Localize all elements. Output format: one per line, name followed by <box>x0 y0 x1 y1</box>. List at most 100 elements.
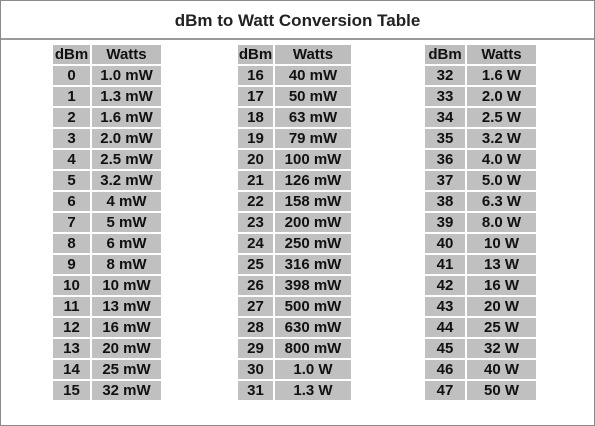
dbm-cell: 2 <box>53 108 90 129</box>
dbm-cell: 4 <box>53 150 90 171</box>
watts-cell: 630 mW <box>275 318 351 339</box>
table-row: 17 50 mW <box>238 87 351 108</box>
table-row: 39 8.0 W <box>425 213 536 234</box>
watts-cell: 1.0 W <box>275 360 351 381</box>
table-row: 12 16 mW <box>53 318 161 339</box>
watts-cell: 16 mW <box>92 318 161 339</box>
dbm-cell: 24 <box>238 234 273 255</box>
watts-cell: 1.3 mW <box>92 87 161 108</box>
watts-cell: 40 W <box>467 360 536 381</box>
table-row: 43 20 W <box>425 297 536 318</box>
watts-cell: 2.0 W <box>467 87 536 108</box>
watts-cell: 20 W <box>467 297 536 318</box>
dbm-cell: 29 <box>238 339 273 360</box>
watts-cell: 100 mW <box>275 150 351 171</box>
table-row: 16 40 mW <box>238 66 351 87</box>
table-row: 1 1.3 mW <box>53 87 161 108</box>
dbm-cell: 35 <box>425 129 465 150</box>
watts-cell: 6.3 W <box>467 192 536 213</box>
dbm-cell: 12 <box>53 318 90 339</box>
dbm-cell: 17 <box>238 87 273 108</box>
watts-cell: 1.6 mW <box>92 108 161 129</box>
watts-cell: 1.3 W <box>275 381 351 402</box>
column-header: Watts <box>92 45 161 66</box>
table-row: 41 13 W <box>425 255 536 276</box>
table-row: 14 25 mW <box>53 360 161 381</box>
dbm-cell: 30 <box>238 360 273 381</box>
table-row: 13 20 mW <box>53 339 161 360</box>
table-row: 38 6.3 W <box>425 192 536 213</box>
dbm-cell: 27 <box>238 297 273 318</box>
table-row: 5 3.2 mW <box>53 171 161 192</box>
watts-cell: 6 mW <box>92 234 161 255</box>
table-row: 21 126 mW <box>238 171 351 192</box>
dbm-cell: 38 <box>425 192 465 213</box>
watts-cell: 50 mW <box>275 87 351 108</box>
dbm-cell: 25 <box>238 255 273 276</box>
watts-cell: 32 mW <box>92 381 161 402</box>
dbm-cell: 42 <box>425 276 465 297</box>
dbm-cell: 9 <box>53 255 90 276</box>
table-row: 18 63 mW <box>238 108 351 129</box>
table-row: 34 2.5 W <box>425 108 536 129</box>
dbm-cell: 31 <box>238 381 273 402</box>
dbm-cell: 14 <box>53 360 90 381</box>
dbm-cell: 10 <box>53 276 90 297</box>
watts-cell: 10 W <box>467 234 536 255</box>
watts-cell: 5.0 W <box>467 171 536 192</box>
dbm-cell: 28 <box>238 318 273 339</box>
dbm-cell: 5 <box>53 171 90 192</box>
table-row: 36 4.0 W <box>425 150 536 171</box>
watts-cell: 10 mW <box>92 276 161 297</box>
watts-cell: 40 mW <box>275 66 351 87</box>
header-row: dBm Watts <box>53 45 161 66</box>
dbm-cell: 44 <box>425 318 465 339</box>
dbm-cell: 39 <box>425 213 465 234</box>
conversion-table: dBm Watts 32 1.6 W 33 2.0 W 34 2.5 W 35 3.2 W 36 4.… <box>423 45 538 402</box>
table-row: 42 16 W <box>425 276 536 297</box>
watts-cell: 5 mW <box>92 213 161 234</box>
column-header: dBm <box>425 45 465 66</box>
table-row: 3 2.0 mW <box>53 129 161 150</box>
dbm-cell: 15 <box>53 381 90 402</box>
watts-cell: 50 W <box>467 381 536 402</box>
table-row: 15 32 mW <box>53 381 161 402</box>
table-row: 27 500 mW <box>238 297 351 318</box>
table-row: 2 1.6 mW <box>53 108 161 129</box>
watts-cell: 800 mW <box>275 339 351 360</box>
table-row: 46 40 W <box>425 360 536 381</box>
table-row: 22 158 mW <box>238 192 351 213</box>
dbm-cell: 16 <box>238 66 273 87</box>
table-row: 47 50 W <box>425 381 536 402</box>
dbm-cell: 6 <box>53 192 90 213</box>
column-header: Watts <box>467 45 536 66</box>
watts-cell: 316 mW <box>275 255 351 276</box>
watts-cell: 3.2 mW <box>92 171 161 192</box>
watts-cell: 4.0 W <box>467 150 536 171</box>
table-row: 45 32 W <box>425 339 536 360</box>
dbm-cell: 26 <box>238 276 273 297</box>
dbm-cell: 43 <box>425 297 465 318</box>
dbm-cell: 47 <box>425 381 465 402</box>
table-row: 32 1.6 W <box>425 66 536 87</box>
watts-cell: 8 mW <box>92 255 161 276</box>
dbm-cell: 13 <box>53 339 90 360</box>
table-row: 11 13 mW <box>53 297 161 318</box>
table-row: 44 25 W <box>425 318 536 339</box>
watts-cell: 126 mW <box>275 171 351 192</box>
dbm-cell: 33 <box>425 87 465 108</box>
dbm-cell: 3 <box>53 129 90 150</box>
page-title: dBm to Watt Conversion Table <box>1 1 594 40</box>
watts-cell: 8.0 W <box>467 213 536 234</box>
watts-cell: 3.2 W <box>467 129 536 150</box>
table-row: 28 630 mW <box>238 318 351 339</box>
watts-cell: 2.0 mW <box>92 129 161 150</box>
watts-cell: 16 W <box>467 276 536 297</box>
table-row: 26 398 mW <box>238 276 351 297</box>
table-row: 23 200 mW <box>238 213 351 234</box>
watts-cell: 79 mW <box>275 129 351 150</box>
table-row: 4 2.5 mW <box>53 150 161 171</box>
table-row: 24 250 mW <box>238 234 351 255</box>
